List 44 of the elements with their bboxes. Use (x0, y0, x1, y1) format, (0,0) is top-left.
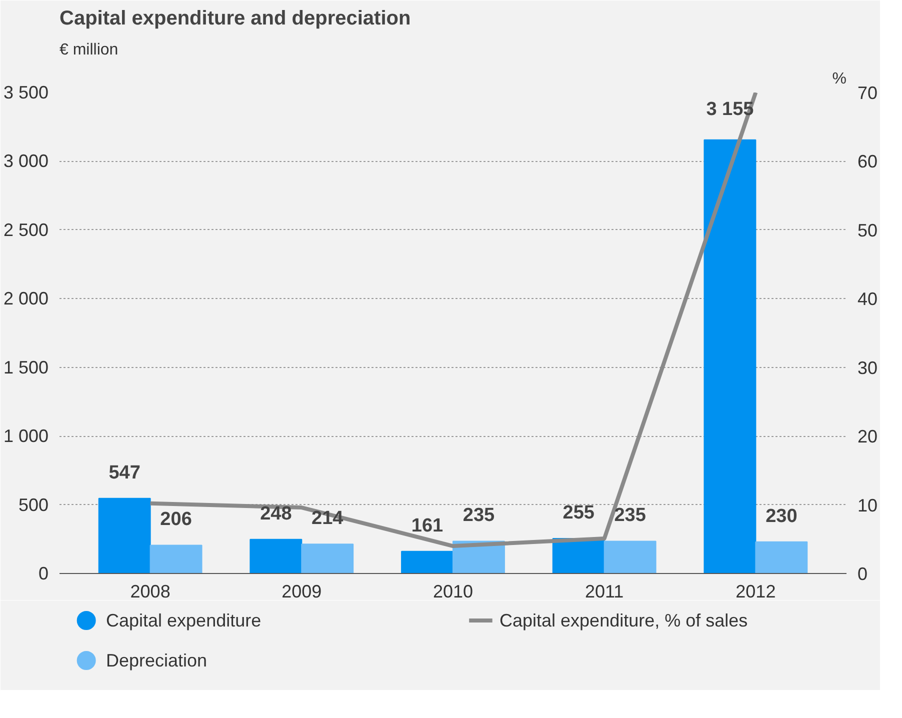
y-tick-label: 1 500 (3, 357, 49, 378)
bar (755, 541, 808, 574)
data-label: 248 (260, 503, 292, 524)
legend-label: Capital expenditure (106, 610, 262, 630)
y2-tick-label: 40 (858, 289, 878, 310)
y-tick-label: 0 (38, 564, 49, 584)
y2-tick-label: 60 (858, 152, 878, 172)
bar (401, 550, 454, 574)
x-tick-label: 2011 (584, 582, 624, 602)
data-label: 206 (160, 509, 192, 530)
x-tick-label: 2008 (130, 582, 170, 602)
bar (301, 544, 354, 574)
y-tick-label: 2 000 (3, 288, 49, 309)
chart-title: Capital expenditure and depreciation (60, 8, 411, 30)
bar (250, 538, 302, 574)
y-tick-label: 1 000 (3, 426, 49, 446)
x-tick-label: 2012 (736, 582, 776, 602)
y-axis-title: € million (60, 42, 118, 58)
bar (98, 498, 151, 574)
data-label: 547 (108, 462, 140, 484)
legend-label: Capital expenditure, % of sales (500, 610, 748, 630)
y-tick-label: 3 500 (3, 82, 49, 102)
data-label: 161 (411, 515, 444, 536)
y2-tick-label: 0 (858, 564, 868, 584)
y2-tick-label: 50 (858, 220, 878, 240)
bar (704, 139, 756, 574)
y2-tick-label: 10 (858, 495, 878, 516)
y-tick-label: 500 (18, 494, 49, 515)
data-label: 235 (614, 505, 646, 526)
y2-tick-label: 30 (858, 358, 878, 378)
legend-label: Depreciation (106, 650, 208, 670)
data-label: 255 (562, 502, 595, 524)
data-label: 230 (766, 506, 798, 527)
x-tick-label: 2010 (432, 582, 474, 602)
x-tick-label: 2009 (282, 582, 322, 602)
y-tick-label: 3 000 (3, 151, 49, 172)
y2-axis-title: % (832, 70, 847, 88)
line-series (148, 92, 758, 548)
bar (150, 544, 202, 574)
y-tick-label: 2 500 (3, 220, 49, 240)
y2-tick-label: 70 (858, 83, 878, 103)
y2-tick-label: 20 (858, 426, 878, 447)
bar (604, 540, 656, 574)
data-label: 235 (462, 505, 496, 526)
